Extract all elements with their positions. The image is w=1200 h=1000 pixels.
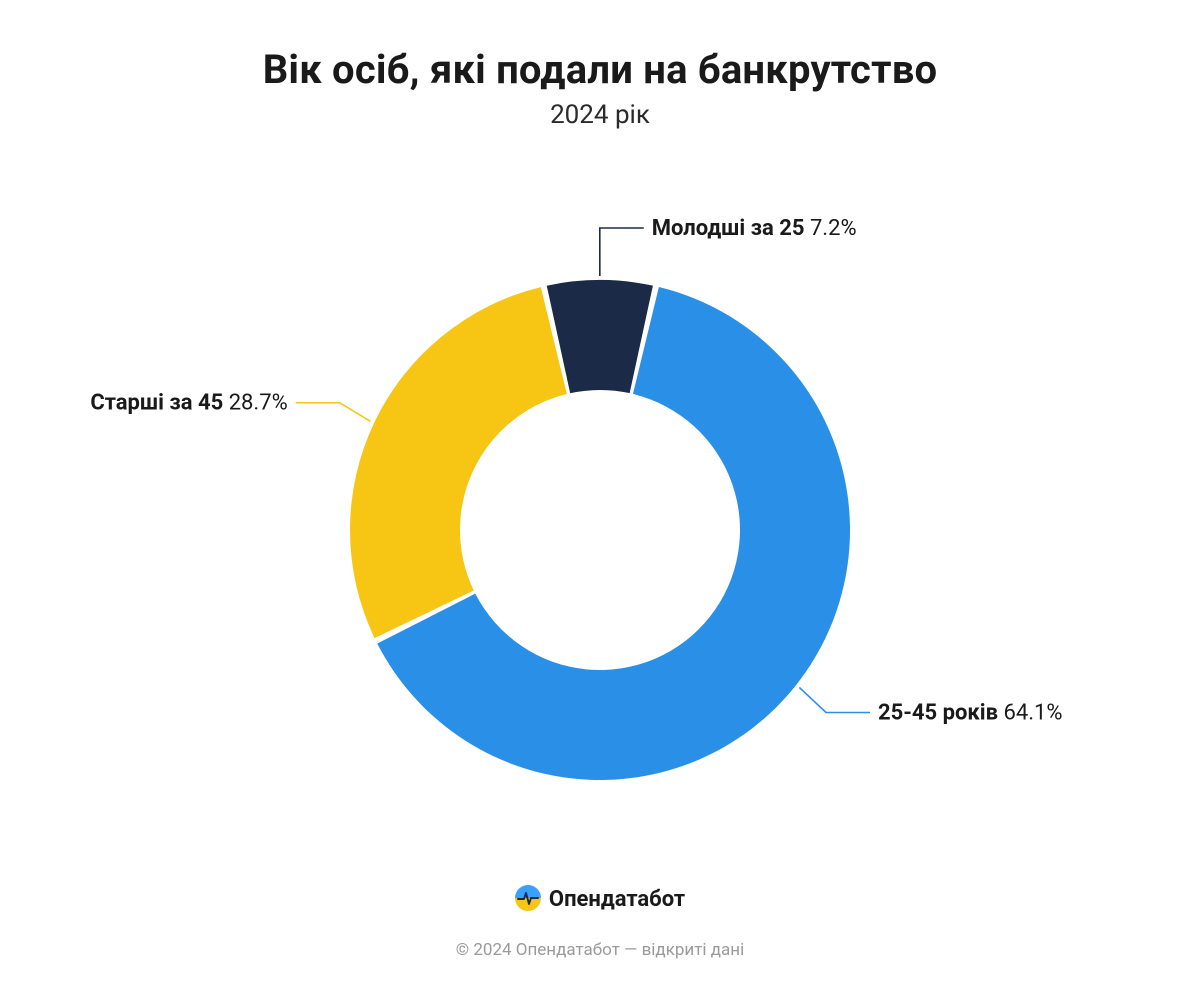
chart-subtitle: 2024 рік [0,100,1200,130]
brand-logo-icon [515,885,541,911]
slice-label-percent: 28.7% [229,391,288,416]
brand-block: Опендатабот [0,885,1200,912]
donut-slice-under25 [547,280,653,393]
chart-title: Вік осіб, які подали на банкрутство [0,46,1200,93]
slice-label-name: Молодші за 25 [652,216,810,241]
donut-slice-over45 [350,287,567,638]
brand-name: Опендатабот [549,887,685,912]
slice-label-under25: Молодші за 25 7.2% [652,216,857,241]
slice-label-name: 25-45 років [878,700,1004,725]
leader-line-under25 [600,228,644,276]
leader-line-25_45 [799,687,870,712]
slice-label-percent: 64.1% [1004,700,1063,725]
donut-chart: Молодші за 25 7.2% 25-45 років 64.1% Старш… [0,190,1200,870]
leader-line-over45 [296,403,371,422]
donut-svg: Молодші за 25 7.2% 25-45 років 64.1% Старш… [0,190,1200,870]
slice-label-over45: Старші за 45 28.7% [90,391,287,416]
footer-copyright: © 2024 Опендатабот — відкриті дані [0,940,1200,960]
slice-label-percent: 7.2% [810,216,857,241]
slice-label-name: Старші за 45 [90,391,228,416]
slice-label-25_45: 25-45 років 64.1% [878,700,1063,725]
